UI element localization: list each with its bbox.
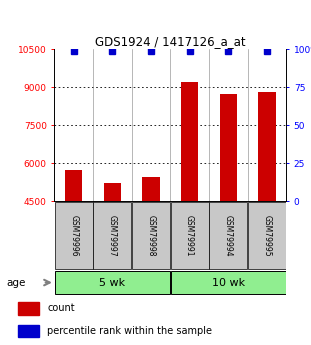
Text: 5 wk: 5 wk [99,278,125,287]
Bar [55,202,93,269]
Text: percentile rank within the sample: percentile rank within the sample [47,326,212,336]
Text: GSM79998: GSM79998 [146,215,156,256]
Text: GSM79997: GSM79997 [108,215,117,256]
Text: count: count [47,303,75,313]
Bar [142,177,160,201]
Bar [104,184,121,201]
Bar [258,92,276,201]
Bar [220,93,237,201]
Bar [209,202,247,269]
Text: 10 wk: 10 wk [211,278,245,287]
Text: age: age [6,278,26,287]
Bar [55,272,170,294]
Bar [18,302,39,315]
Bar [248,202,286,269]
Bar [171,202,208,269]
Bar [181,82,198,201]
Title: GDS1924 / 1417126_a_at: GDS1924 / 1417126_a_at [95,35,246,48]
Text: GSM79995: GSM79995 [262,215,271,256]
Text: GSM79991: GSM79991 [185,215,194,256]
Text: GSM79996: GSM79996 [69,215,78,256]
Bar [93,202,131,269]
Bar [171,272,286,294]
Bar [132,202,170,269]
Text: GSM79994: GSM79994 [224,215,233,256]
Bar [65,169,82,201]
Bar [18,325,39,337]
